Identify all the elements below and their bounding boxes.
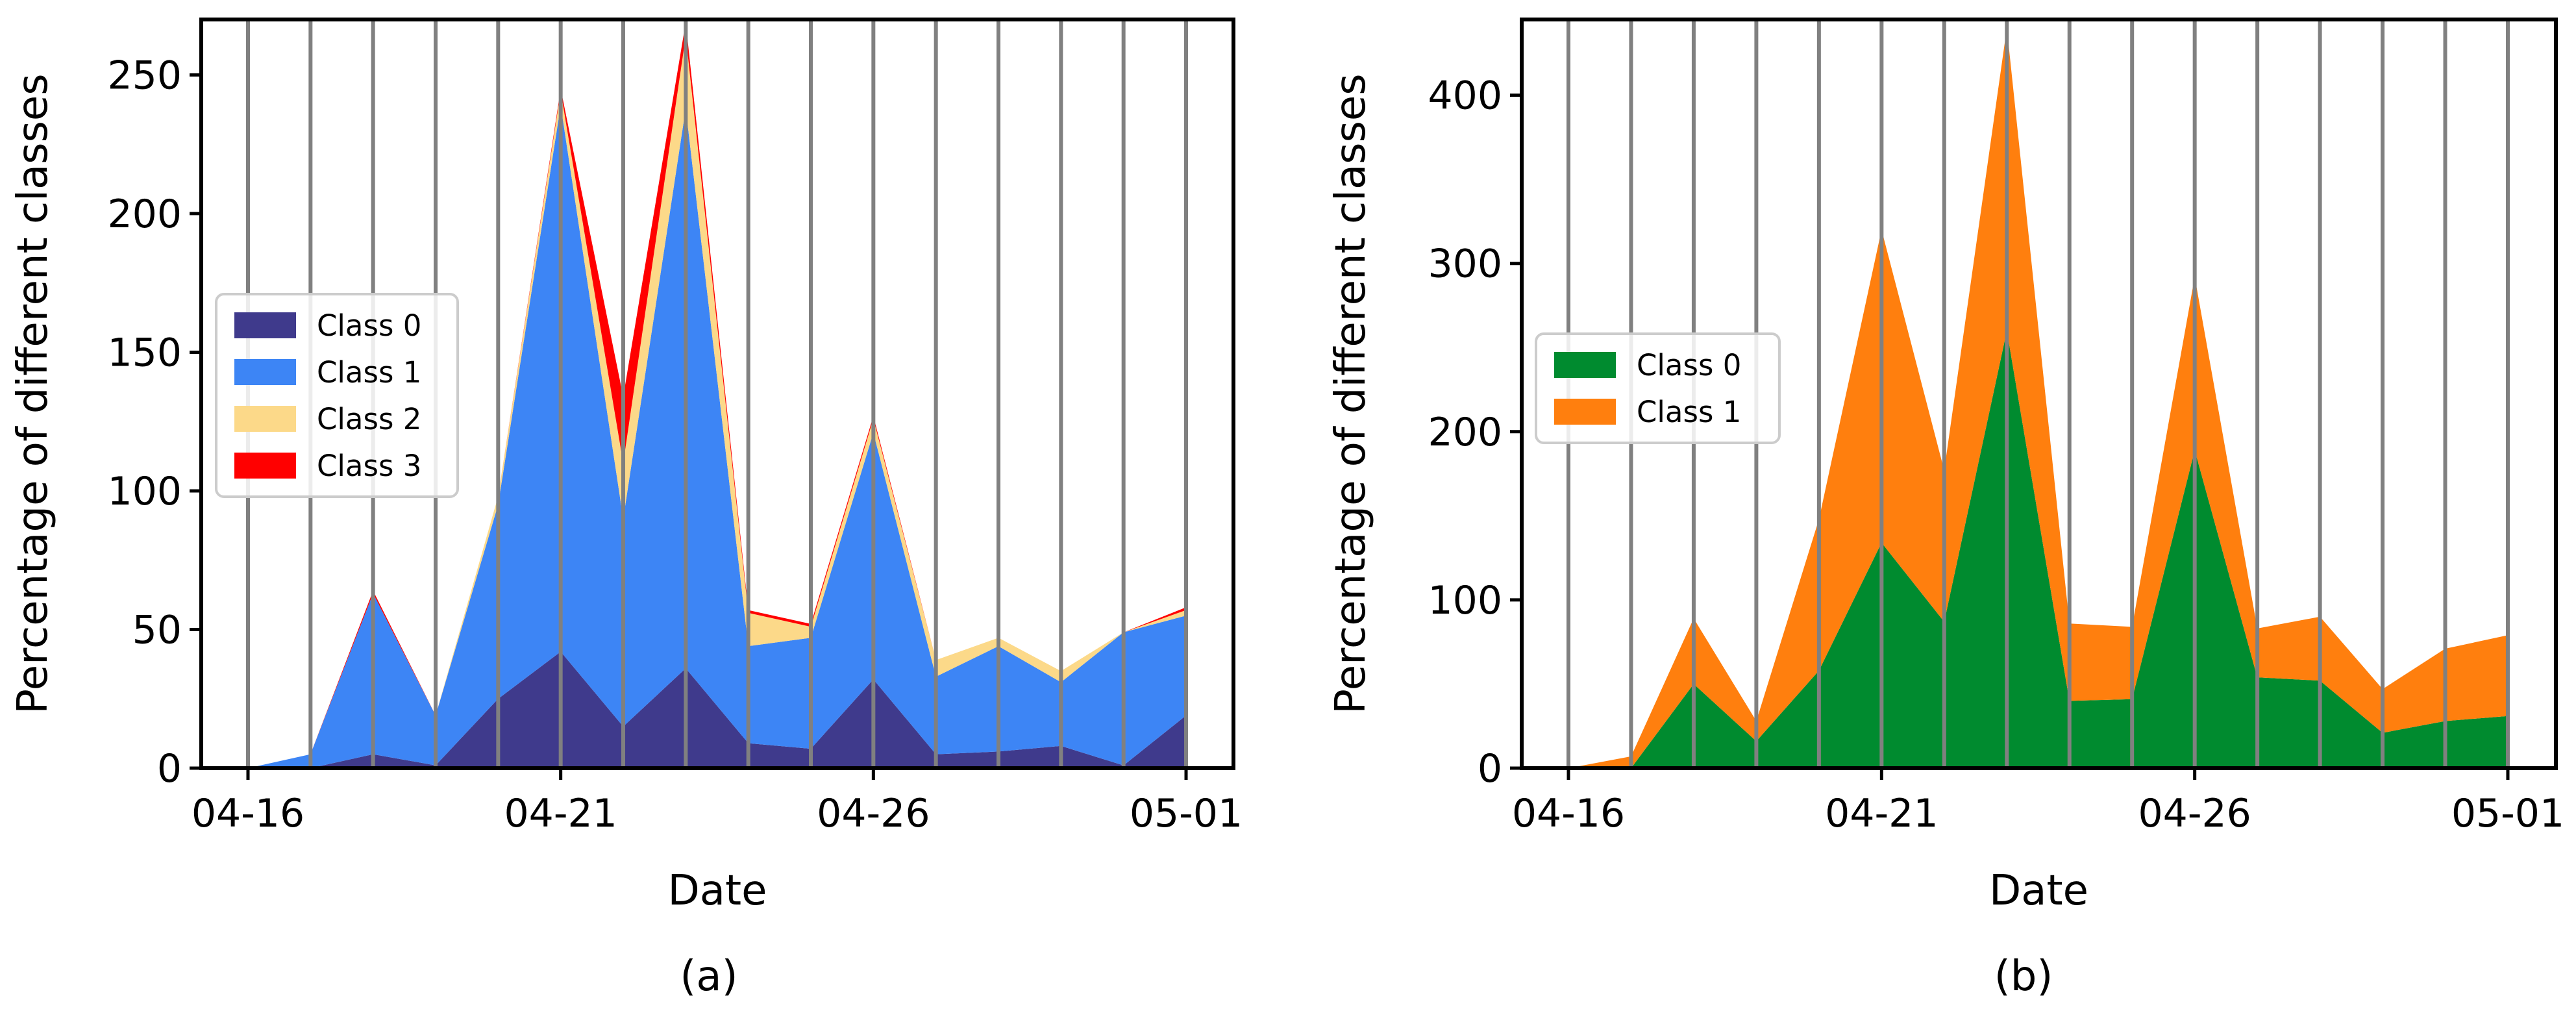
legend: Class 0 Class 1 Class 2 Class 3 xyxy=(215,293,459,498)
legend-swatch xyxy=(234,359,296,385)
x-tick-label: 04-21 xyxy=(504,791,617,836)
y-tick-label: 100 xyxy=(1428,578,1502,623)
y-tick-label: 400 xyxy=(1428,73,1502,119)
x-axis-label: Date xyxy=(1989,867,2088,915)
area-series-class-0 xyxy=(248,651,1186,768)
y-tick-label: 50 xyxy=(132,607,182,653)
area-series-class-1 xyxy=(248,105,1186,768)
y-tick-label: 200 xyxy=(1428,410,1502,455)
legend-swatch xyxy=(234,453,296,479)
panel-label: (b) xyxy=(1994,953,2053,1001)
y-tick-label: 100 xyxy=(107,469,182,514)
legend-entry: Class 1 xyxy=(1637,395,1741,429)
x-tick-label: 05-01 xyxy=(1130,791,1243,836)
y-tick-label: 250 xyxy=(107,53,182,98)
legend-entry: Class 0 xyxy=(317,308,421,343)
legend-swatch xyxy=(1554,399,1616,425)
chart-panel-b: 0 100 200 300 400 04-16 04-21 04-26 05-01 Date Per… xyxy=(1327,18,2564,1001)
y-tick-label: 150 xyxy=(107,330,182,375)
legend-entry: Class 3 xyxy=(317,449,421,483)
legend-entry: Class 2 xyxy=(317,402,421,436)
legend: Class 0 Class 1 xyxy=(1535,332,1781,444)
chart-panel-a: 0 50 100 150 200 250 04-16 04-21 04-26 05-01 Date P… xyxy=(9,18,1243,1001)
x-tick-label: 04-26 xyxy=(817,791,930,836)
x-axis-label: Date xyxy=(668,867,767,915)
x-tick-label: 04-26 xyxy=(2138,791,2251,836)
legend-swatch xyxy=(1554,352,1616,378)
y-tick-label: 300 xyxy=(1428,242,1502,287)
area-series-class-0 xyxy=(1568,331,2508,768)
plot-frame xyxy=(1520,18,2558,770)
panel-label: (a) xyxy=(680,953,737,1001)
x-tick-label: 04-16 xyxy=(192,791,304,836)
x-tick-label: 04-21 xyxy=(1825,791,1938,836)
plot-frame xyxy=(199,18,1235,770)
y-axis-label: Percentage of different classes xyxy=(1327,73,1375,714)
x-tick-label: 04-16 xyxy=(1512,791,1625,836)
y-tick-label: 0 xyxy=(157,746,182,792)
x-tick-label: 05-01 xyxy=(2451,791,2564,836)
legend-entry: Class 0 xyxy=(1637,348,1741,382)
legend-swatch xyxy=(234,312,296,338)
legend-entry: Class 1 xyxy=(317,355,421,390)
legend-frame xyxy=(215,293,459,498)
legend-swatch xyxy=(234,406,296,432)
y-axis-label: Percentage of different classes xyxy=(9,73,57,714)
y-tick-label: 200 xyxy=(107,192,182,237)
area-series-class-1 xyxy=(1568,28,2508,768)
y-tick-label: 0 xyxy=(1478,746,1502,792)
